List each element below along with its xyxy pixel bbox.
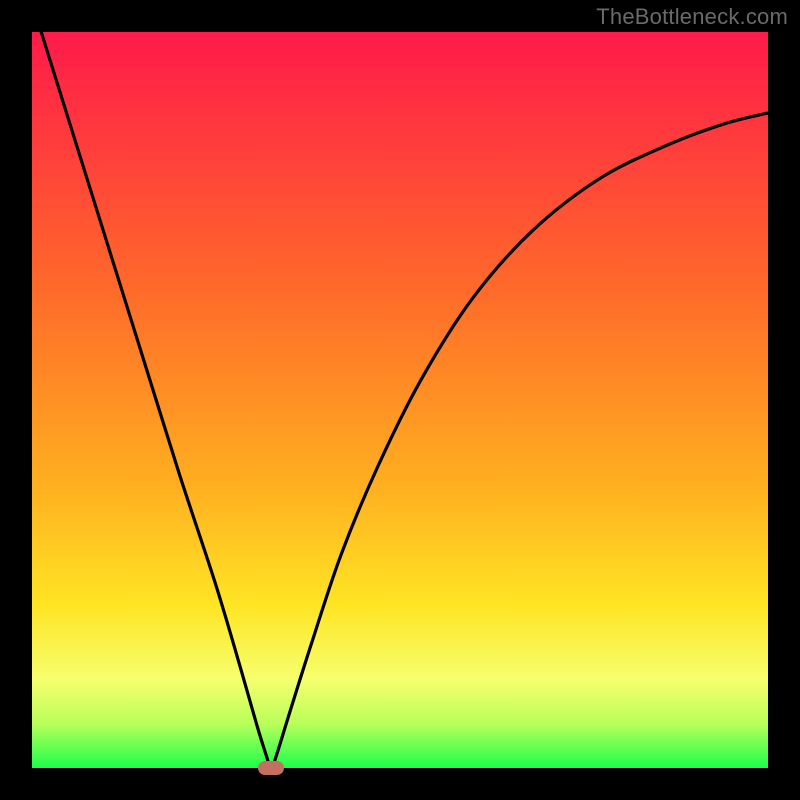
watermark-text: TheBottleneck.com: [596, 4, 788, 30]
minimum-marker: [258, 761, 284, 775]
curve-layer: [32, 32, 768, 768]
bottleneck-curve: [32, 32, 768, 768]
chart-plot-area: [32, 32, 768, 768]
